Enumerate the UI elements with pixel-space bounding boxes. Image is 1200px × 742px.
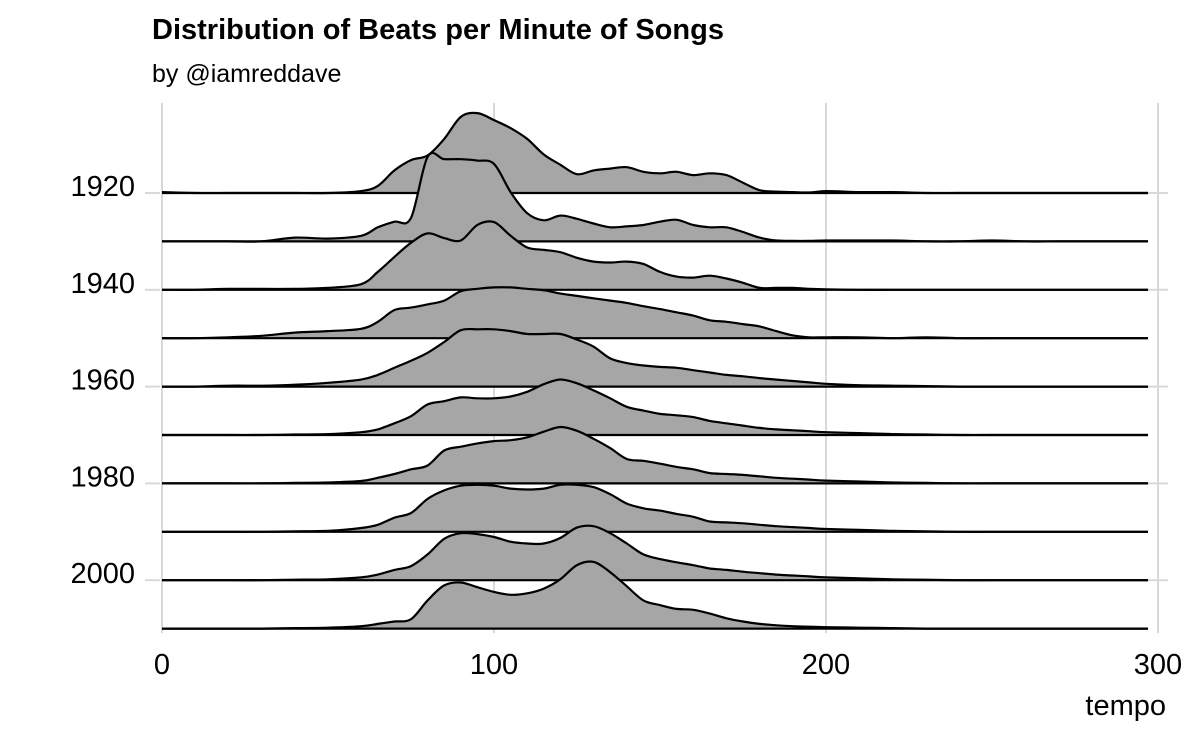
ridges	[161, 111, 1149, 630]
x-axis: 0 100 200 300	[154, 649, 1182, 681]
ridge-4	[161, 327, 1149, 388]
ridge-area-4	[162, 328, 1148, 387]
ridge-7	[162, 483, 1149, 533]
ridge-area-0	[162, 112, 1148, 194]
ridge-area-9	[162, 561, 1148, 629]
ridge-area-1	[162, 152, 1148, 242]
x-tick-label-300: 300	[1134, 649, 1182, 681]
chart-title: Distribution of Beats per Minute of Song…	[152, 14, 724, 46]
ridge-area-7	[162, 484, 1148, 532]
ridge-area-5	[162, 379, 1148, 436]
ridge-area-2	[162, 221, 1148, 290]
y-tick-label-1940: 1940	[70, 268, 135, 300]
y-tick-label-1920: 1920	[70, 171, 135, 203]
ridge-1	[161, 151, 1149, 243]
y-tick-label-1960: 1960	[70, 365, 135, 397]
ridge-3	[161, 286, 1149, 340]
chart-subtitle: by @iamreddave	[152, 60, 342, 88]
x-tick-label-0: 0	[154, 649, 170, 681]
y-tick-label-2000: 2000	[70, 558, 135, 590]
ridge-5	[162, 378, 1149, 437]
x-axis-label: tempo	[1085, 690, 1166, 722]
x-tick-label-200: 200	[802, 649, 850, 681]
ridge-area-8	[162, 525, 1148, 581]
ridge-0	[161, 111, 1149, 195]
ridge-6	[162, 425, 1149, 485]
ridge-2	[161, 220, 1149, 291]
y-axis: 1920 1940 1960 1980 2000	[70, 171, 135, 590]
y-tick-label-1980: 1980	[70, 461, 135, 493]
ridge-8	[162, 524, 1149, 582]
ridge-area-6	[162, 426, 1148, 484]
ridge-area-3	[162, 287, 1148, 339]
ridge-9	[162, 560, 1149, 630]
x-tick-label-100: 100	[470, 649, 518, 681]
